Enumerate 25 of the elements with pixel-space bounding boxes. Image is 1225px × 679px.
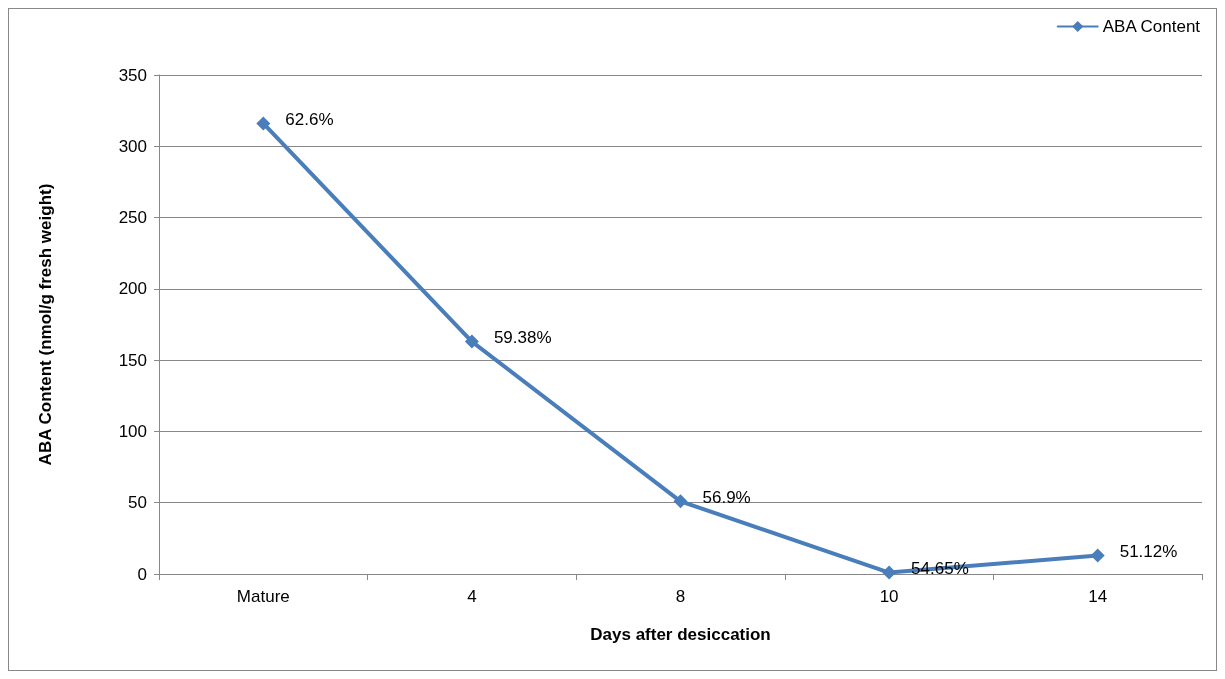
point (464, 334, 479, 349)
legend-label: ABA Content (1102, 17, 1201, 36)
y-tick-label: 100 (118, 421, 147, 441)
x-tick-label: 4 (467, 587, 477, 606)
x-tick-label: 10 (879, 587, 899, 606)
y-tick-label: 350 (118, 65, 147, 85)
x-axis-title: Days after desiccation (590, 625, 771, 644)
point (673, 494, 688, 509)
y-tick-label: 50 (128, 493, 147, 513)
point (1090, 548, 1105, 563)
annotation: 51.12% (1119, 541, 1178, 561)
y-tick-label: 200 (118, 279, 147, 299)
x-tick-label: 14 (1088, 587, 1108, 606)
y-tick-label: 250 (118, 208, 147, 228)
y-tick-label: 150 (118, 350, 147, 370)
point (256, 116, 271, 131)
point (882, 565, 897, 580)
y-tick-label: 300 (118, 136, 147, 156)
y-axis-title: ABA Content (nmol/g fresh weight) (36, 183, 55, 466)
annotation: 62.6% (285, 109, 334, 129)
annotation: 56.9% (702, 487, 751, 507)
y-tick-label: 0 (137, 564, 147, 584)
x-tick-label: Mature (236, 587, 290, 606)
annotation: 59.38% (493, 328, 552, 348)
x-tick-label: 8 (675, 587, 686, 606)
